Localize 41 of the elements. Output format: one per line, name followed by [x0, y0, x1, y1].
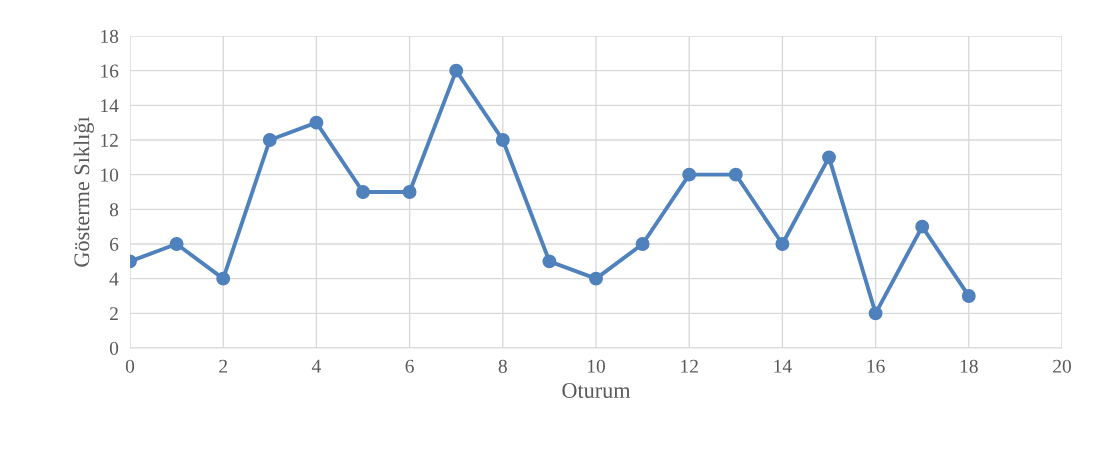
- x-tick-label: 16: [867, 359, 885, 373]
- y-axis-title: Gösterme Sıklığı: [73, 116, 94, 267]
- x-tick-label: 2: [219, 359, 227, 373]
- point: [961, 289, 976, 303]
- y-tick-label: 14: [101, 99, 119, 113]
- y-tick-label: 2: [110, 307, 118, 321]
- x-tick-label: 14: [774, 359, 792, 373]
- x-tick-label: 12: [681, 359, 698, 373]
- y-tick-label: 12: [101, 133, 118, 147]
- point: [542, 254, 557, 269]
- x-tick-label: 4: [311, 359, 321, 373]
- point: [775, 237, 790, 251]
- point: [402, 185, 417, 199]
- point: [216, 271, 231, 286]
- x-tick-label: 18: [960, 359, 978, 373]
- y-tick-label: 8: [109, 203, 119, 217]
- point: [262, 133, 277, 147]
- point: [495, 133, 510, 147]
- y-tick-label: 18: [101, 29, 119, 43]
- x-axis-title: Oturum: [562, 383, 631, 398]
- y-tick-label: 10: [101, 168, 119, 182]
- x-tick-label: 6: [405, 359, 414, 373]
- point: [309, 115, 324, 130]
- x-tick-label: 0: [125, 359, 135, 373]
- x-tick-label: 8: [498, 359, 507, 373]
- point: [915, 219, 930, 234]
- point: [589, 271, 603, 286]
- y-tick-label: 0: [109, 341, 119, 355]
- point: [635, 237, 650, 251]
- point: [449, 63, 464, 78]
- x-tick-label: 20: [1053, 359, 1071, 373]
- point: [868, 306, 883, 321]
- y-tick-label: 6: [110, 237, 119, 251]
- y-tick-label: 16: [101, 64, 119, 78]
- y-tick-label: 4: [109, 272, 119, 286]
- point: [169, 237, 184, 251]
- point: [822, 150, 836, 165]
- point: [356, 185, 370, 199]
- x-tick-label: 10: [587, 359, 605, 373]
- point: [682, 167, 697, 182]
- point: [728, 167, 743, 182]
